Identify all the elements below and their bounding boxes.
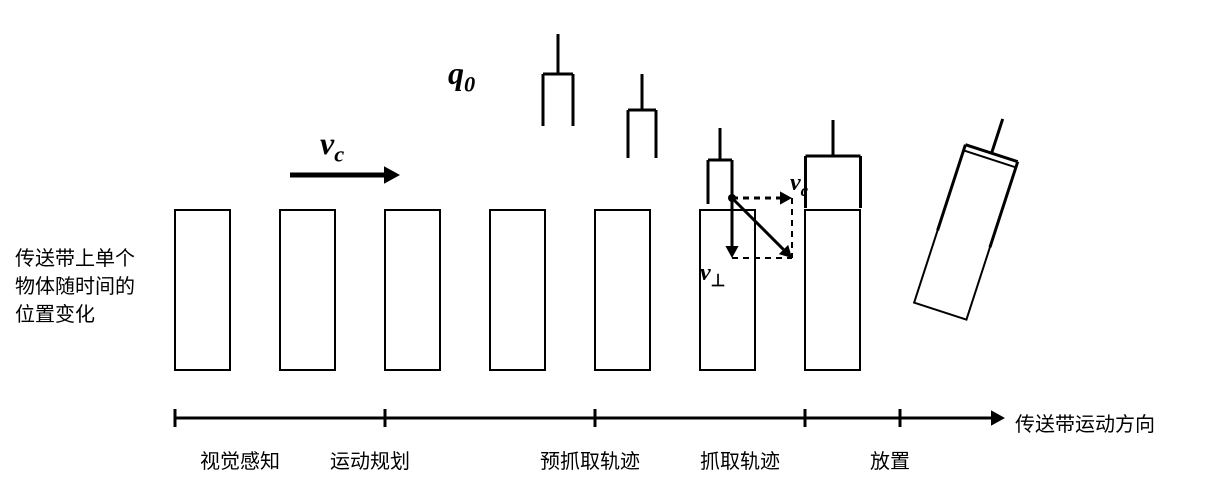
timeline-direction-label: 传送带运动方向 xyxy=(1015,408,1155,437)
vc-symbol: v xyxy=(320,125,334,161)
q0-symbol: q xyxy=(448,55,464,91)
vperp-subscript: ⊥ xyxy=(711,271,726,290)
q0-subscript: 0 xyxy=(464,71,475,96)
phase-label: 放置 xyxy=(870,445,910,474)
vc2-subscript: c xyxy=(801,181,808,200)
vperp-symbol: v xyxy=(700,260,711,286)
vc-small-label: vc xyxy=(790,170,808,201)
vc2-symbol: v xyxy=(790,170,801,196)
q0-label: q0 xyxy=(448,55,475,97)
vperp-label: v⊥ xyxy=(700,260,725,291)
phase-label: 预抓取轨迹 xyxy=(540,445,640,474)
vc-main-label: vc xyxy=(320,125,344,167)
phase-label: 抓取轨迹 xyxy=(700,445,780,474)
phase-label: 视觉感知 xyxy=(200,445,280,474)
phase-label: 运动规划 xyxy=(330,445,410,474)
vc-subscript: c xyxy=(334,141,344,166)
